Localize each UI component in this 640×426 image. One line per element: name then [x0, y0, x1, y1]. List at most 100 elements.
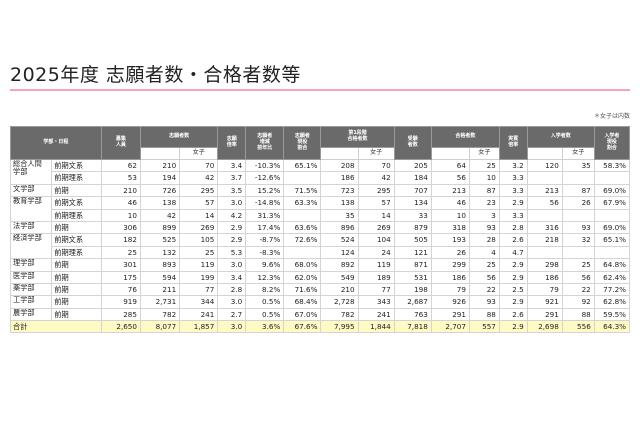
data-cell: 3.3	[498, 208, 528, 222]
data-cell: -12.6%	[245, 171, 285, 185]
data-cell: 269	[357, 220, 395, 235]
data-cell: 104	[357, 233, 395, 247]
data-cell: 46	[430, 196, 470, 210]
data-cell: 4.2	[217, 208, 247, 222]
data-cell: 306	[100, 220, 141, 235]
data-cell: 64	[430, 158, 470, 173]
faculty-cell: 教育学部	[9, 196, 53, 222]
header-examinees: 受験 者数	[393, 126, 432, 160]
data-cell: 2.8	[217, 282, 247, 297]
data-cell: 291	[430, 307, 470, 322]
data-cell: 189	[357, 270, 395, 284]
data-cell: 9.6%	[245, 258, 285, 272]
data-cell: 0.5%	[245, 307, 285, 322]
data-cell	[561, 245, 595, 260]
data-cell: 22	[561, 282, 595, 297]
total-cell: 3.6%	[245, 320, 285, 334]
data-cell: 25	[100, 245, 141, 260]
total-cell: 2,650	[100, 320, 141, 334]
data-cell: 76	[100, 282, 141, 297]
data-cell: 316	[526, 220, 563, 235]
data-cell: 65.1%	[283, 158, 322, 173]
data-cell: 88	[561, 307, 595, 322]
data-cell: 531	[393, 270, 432, 284]
data-cell: 3.0	[217, 196, 247, 210]
data-cell: 208	[320, 158, 359, 173]
data-cell: 88	[468, 307, 500, 322]
data-cell: 62.8%	[593, 295, 631, 309]
data-cell: 0.5%	[245, 295, 285, 309]
data-cell: 25	[468, 258, 500, 272]
table-row: 工学部 前期 919 2,731 344 3.0 0.5% 68.4% 2,728 343 2,68…	[9, 295, 631, 309]
total-cell: 557	[468, 320, 500, 334]
data-cell: 3	[468, 208, 500, 222]
data-cell: 28	[468, 233, 500, 247]
header-applicants: 志願者数	[139, 126, 219, 148]
data-cell: 3.3	[498, 171, 528, 185]
data-cell: 726	[139, 183, 181, 198]
table-row: 前期理系 53 194 42 3.7 -12.6% 186 42 184 56 10 3.3	[11, 171, 631, 185]
data-cell: -8.7%	[245, 233, 285, 247]
course-cell: 前期理系	[51, 245, 102, 260]
total-cell: 67.6%	[283, 320, 322, 334]
data-cell: 524	[320, 233, 359, 247]
data-cell: 505	[393, 233, 432, 247]
data-cell: 2.6	[498, 233, 528, 247]
course-cell: 前期	[51, 307, 102, 322]
data-cell: 318	[430, 220, 470, 235]
faculty-cell: 法学部	[9, 220, 53, 235]
data-cell: 186	[320, 171, 359, 185]
header-first-stage-passers: 第1段階 合格者数	[320, 126, 395, 148]
data-cell: 4	[468, 245, 500, 260]
header-enrolled: 入学者数	[526, 126, 595, 148]
data-cell: 134	[393, 196, 432, 210]
faculty-cell: 医学部	[9, 270, 53, 284]
data-cell: 2.7	[217, 307, 247, 322]
total-cell: 1,857	[179, 320, 219, 334]
data-cell: 62.4%	[593, 270, 631, 284]
header-applicant-change: 志願者 増減 前年比	[245, 126, 285, 160]
table-row: 教育学部 前期文系 46 138 57 3.0 -14.8% 63.3% 138 57 134 46 2…	[9, 196, 631, 222]
data-cell: 3.4	[217, 270, 247, 284]
data-cell: 67.9%	[593, 196, 631, 210]
data-cell: 2.9	[498, 196, 528, 210]
data-cell	[283, 245, 322, 260]
data-cell: 723	[320, 183, 359, 198]
data-cell: 210	[139, 158, 181, 173]
data-cell: 919	[100, 295, 141, 309]
data-cell	[283, 208, 322, 222]
faculty-cell: 工学部	[9, 295, 53, 309]
data-cell: 70	[357, 158, 395, 173]
data-cell: 2.8	[498, 220, 528, 235]
data-cell: 3.3	[498, 183, 528, 198]
faculty-cell: 総合人間学部	[9, 159, 53, 185]
header-enrolled-female: 女子	[561, 147, 595, 160]
faculty-cell: 文学部	[9, 183, 53, 198]
data-cell: 3.7	[217, 171, 247, 185]
faculty-cell: 薬学部	[9, 282, 53, 297]
data-cell: 105	[179, 233, 219, 247]
data-cell: 56	[561, 270, 595, 284]
data-cell: 12.3%	[245, 270, 285, 284]
data-cell	[593, 245, 631, 260]
data-cell: 213	[526, 183, 563, 198]
admissions-table: 学部・日程 募集 人員 志願者数 志願 倍率 志願者 増減 前年比 志願者 現役 割合 第1…	[9, 126, 631, 334]
data-cell: 782	[320, 307, 359, 322]
data-cell: 10	[100, 208, 141, 222]
data-cell	[526, 208, 563, 222]
data-cell: 2.9	[498, 270, 528, 284]
header-faculty-course: 学部・日程	[10, 126, 102, 160]
data-cell	[526, 171, 563, 185]
data-cell: 138	[139, 196, 181, 210]
data-cell: 71.6%	[283, 282, 322, 297]
data-cell: 194	[139, 171, 181, 185]
data-cell	[526, 245, 563, 260]
data-cell: 59.5%	[593, 307, 631, 322]
data-cell: 68.0%	[283, 258, 322, 272]
data-cell: 892	[320, 258, 359, 272]
table-row: 総合人間学部 前期文系 62 210 70 3.4 -10.3% 65.1% 208 70 205 6…	[9, 158, 631, 185]
data-cell: 4.7	[498, 245, 528, 260]
data-cell: 25	[561, 258, 595, 272]
data-cell: 138	[320, 196, 359, 210]
data-cell: 899	[139, 220, 181, 235]
